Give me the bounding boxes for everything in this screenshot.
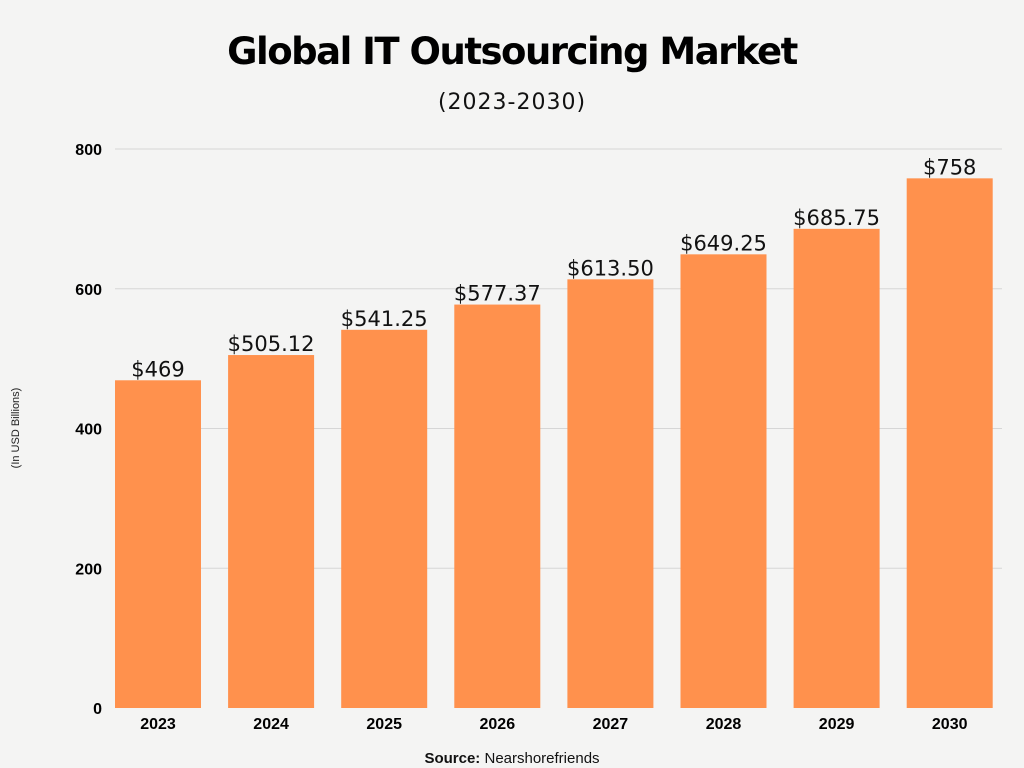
x-tick-label: 2025 xyxy=(366,716,402,733)
source-value: Nearshorefriends xyxy=(484,750,600,767)
source-note: Source: Nearshorefriends xyxy=(0,750,1024,767)
data-label: $541.25 xyxy=(341,307,428,331)
data-label: $469 xyxy=(131,357,184,381)
source-label: Source: xyxy=(424,750,481,767)
data-label: $505.12 xyxy=(228,332,315,356)
bar xyxy=(567,279,654,708)
data-label: $685.75 xyxy=(793,206,880,230)
bar xyxy=(341,329,428,708)
bar xyxy=(680,254,767,709)
x-tick-label: 2024 xyxy=(253,716,289,733)
x-tick-label: 2023 xyxy=(140,716,176,733)
y-tick-label: 800 xyxy=(75,142,102,159)
chart-title: Global IT Outsourcing Market xyxy=(227,30,798,73)
data-label: $758 xyxy=(923,155,976,179)
x-tick-label: 2030 xyxy=(932,716,968,733)
data-label: $649.25 xyxy=(680,231,767,255)
data-label: $613.50 xyxy=(567,256,654,280)
y-tick-label: 400 xyxy=(75,422,102,439)
x-tick-label: 2028 xyxy=(706,716,742,733)
y-tick-label: 600 xyxy=(75,282,102,299)
x-tick-label: 2026 xyxy=(480,716,516,733)
bar xyxy=(793,228,880,708)
chart-subtitle: (2023-2030) xyxy=(437,90,587,115)
x-tick-label: 2027 xyxy=(593,716,629,733)
data-label: $577.37 xyxy=(454,282,541,306)
y-tick-label: 200 xyxy=(75,561,102,578)
bar xyxy=(115,380,201,708)
x-tick-label: 2029 xyxy=(819,716,855,733)
y-tick-label: 0 xyxy=(93,701,102,718)
bar xyxy=(228,355,315,708)
bar xyxy=(454,304,541,708)
bar xyxy=(906,178,993,708)
